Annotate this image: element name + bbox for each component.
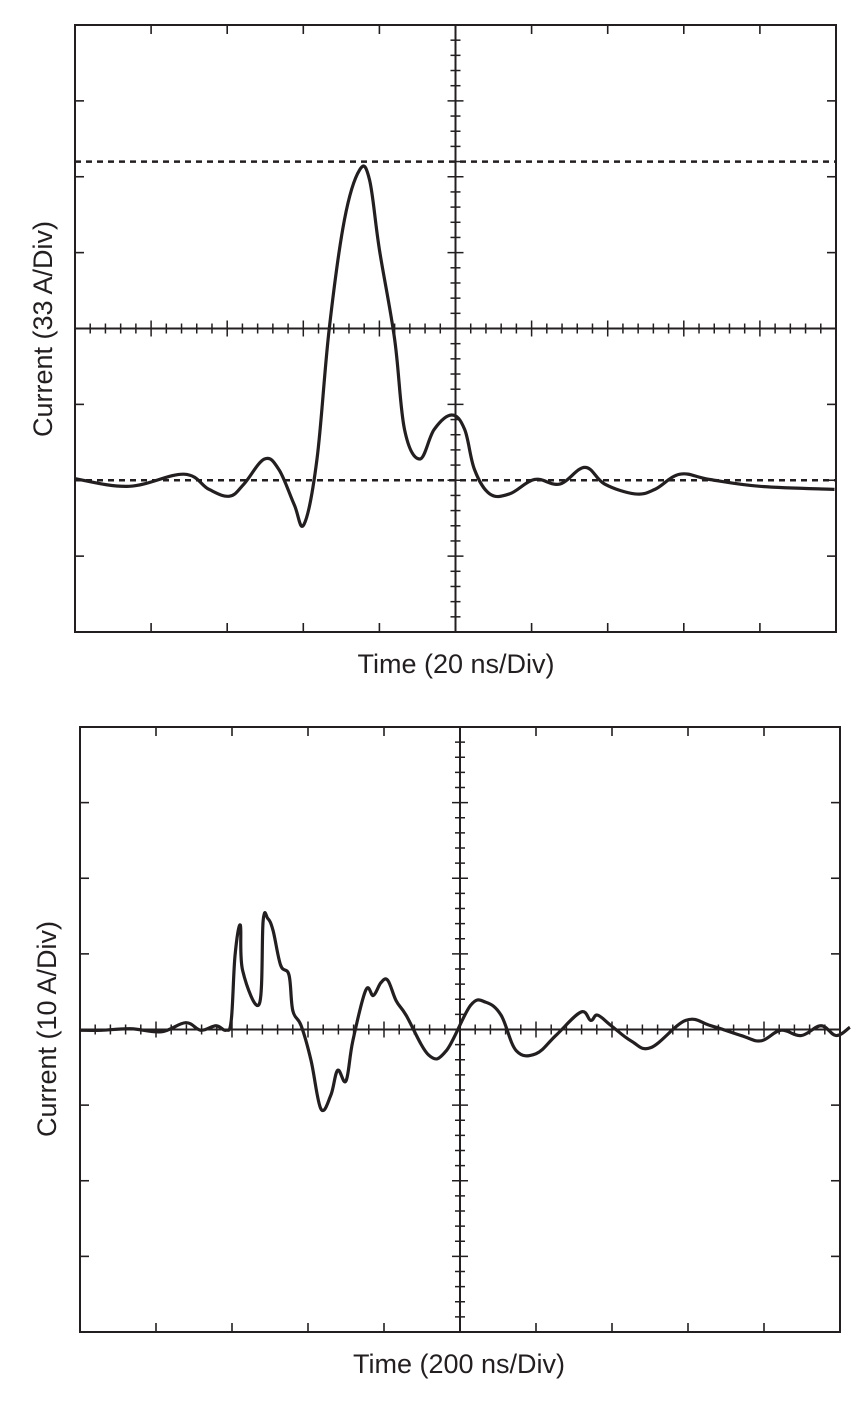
current-trace-line <box>79 911 851 1113</box>
bottom-y-axis-label: Current (10 A/Div) <box>32 921 62 1137</box>
current-trace-line <box>74 164 835 528</box>
bottom-chart: Time (200 ns/Div) Current (10 A/Div) <box>32 726 851 1379</box>
bottom-x-axis-label: Time (200 ns/Div) <box>353 1349 565 1379</box>
top-x-axis-label: Time (20 ns/Div) <box>357 649 554 679</box>
top-y-axis-label: Current (33 A/Div) <box>28 221 58 437</box>
ticks <box>75 25 836 632</box>
top-chart: Time (20 ns/Div) Current (33 A/Div) <box>28 24 837 679</box>
